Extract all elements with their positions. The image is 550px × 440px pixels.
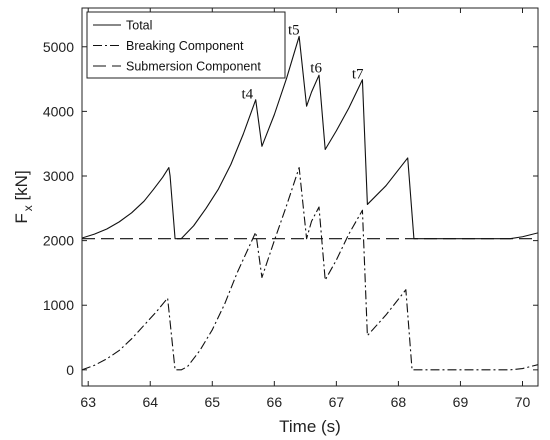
- legend-label-2: Submersion Component: [126, 60, 261, 74]
- x-tick-label: 65: [204, 394, 220, 410]
- series-line-0: [82, 35, 538, 240]
- x-tick-label: 67: [329, 394, 345, 410]
- annotation-t5: t5: [288, 22, 300, 38]
- legend: Total Breaking Component Submersion Compon…: [86, 11, 286, 79]
- plot-area: [82, 35, 538, 371]
- y-axis-label-unit: [kN]: [12, 170, 31, 205]
- y-tick-label: 4000: [43, 103, 74, 119]
- y-tick-label: 5000: [43, 39, 74, 55]
- annotation-t4: t4: [241, 86, 253, 102]
- axis-ticks: 63 64 65 66 67 68 69 70 0 1000 2000 3000 4000 5000: [43, 8, 538, 410]
- y-tick-label: 0: [66, 362, 74, 378]
- x-tick-label: 64: [142, 394, 158, 410]
- y-axis-label: Fx [kN]: [12, 170, 35, 223]
- series-line-1: [82, 167, 538, 371]
- x-tick-label: 63: [80, 394, 96, 410]
- legend-label-1: Breaking Component: [126, 39, 244, 53]
- x-tick-label: 66: [267, 394, 283, 410]
- annotation-t7: t7: [352, 66, 364, 82]
- annotations: t4 t5 t6 t7: [241, 22, 364, 102]
- x-tick-label: 69: [453, 394, 469, 410]
- y-tick-label: 2000: [43, 233, 74, 249]
- y-tick-label: 3000: [43, 168, 74, 184]
- y-tick-label: 1000: [43, 297, 74, 313]
- x-tick-label: 70: [515, 394, 531, 410]
- legend-box: [86, 11, 286, 79]
- x-tick-label: 68: [391, 394, 407, 410]
- y-axis-label-main: F: [12, 213, 31, 223]
- annotation-t6: t6: [310, 61, 322, 77]
- x-axis-label: Time (s): [279, 417, 341, 436]
- legend-label-0: Total: [126, 19, 152, 33]
- y-axis-label-sub: x: [21, 205, 35, 211]
- plot-frame: [81, 7, 539, 387]
